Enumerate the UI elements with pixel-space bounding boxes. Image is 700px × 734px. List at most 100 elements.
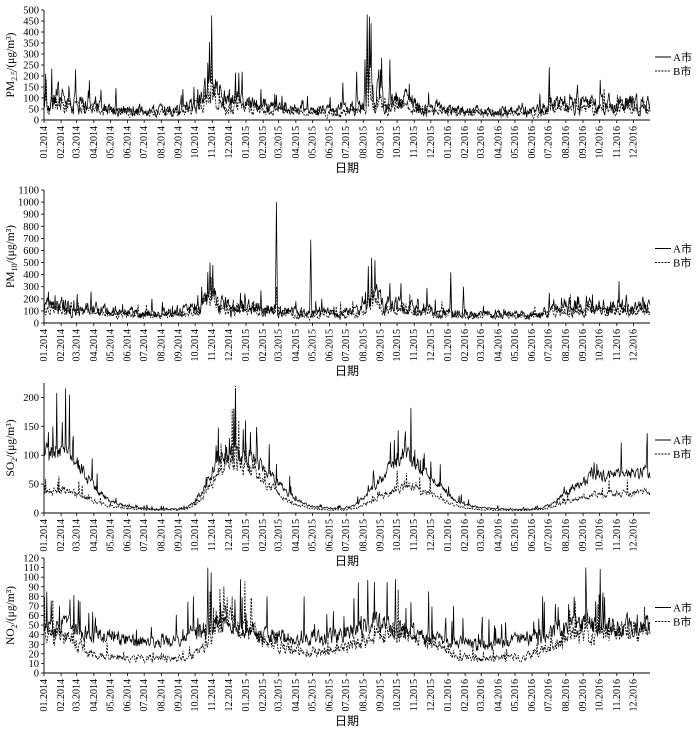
y-tick-label: 300 [23,282,39,293]
x-tick-label: 11.2015 [409,329,420,361]
x-tick-label: 09.2016 [578,679,589,712]
x-tick-label: 08.2015 [358,329,369,362]
y-tick-label: 150 [23,83,39,94]
x-tick-label: 07.2015 [341,126,352,159]
x-tick-label: 06.2016 [527,329,538,362]
x-tick-label: 12.2016 [628,519,639,552]
x-tick-label: 08.2014 [156,126,167,159]
y-tick-label: 90 [29,582,40,593]
x-tick-label: 05.2015 [307,126,318,159]
y-axis-title-main: PM [5,81,17,98]
y-axis-title-main: PM [5,271,17,288]
x-tick-label: 08.2014 [156,519,167,552]
x-tick-label: 04.2015 [291,329,302,362]
legend-label-b: B市 [673,64,691,78]
y-axis-title-unit: /(μg/m³) [5,419,17,458]
x-tick-label: 03.2014 [72,519,83,552]
x-tick-label: 07.2016 [544,126,555,159]
y-tick-label: 50 [29,480,40,491]
x-tick-label: 12.2016 [628,126,639,159]
x-tick-label: 06.2014 [123,329,134,362]
x-tick-label: 08.2015 [358,126,369,159]
x-tick-label: 05.2015 [307,679,318,712]
x-tick-label: 05.2014 [105,126,116,159]
y-axis-title-main: NO [5,628,17,645]
series-line-b [43,385,651,512]
x-tick-label: 02.2015 [258,679,269,712]
x-tick-label: 03.2016 [476,519,487,552]
x-tick-label: 03.2015 [274,519,285,552]
y-tick-label: 80 [29,592,40,603]
y-axis-title: SO2/(μg/m³) [5,419,19,476]
x-tick-label: 08.2016 [561,329,572,362]
x-tick-label: 11.2015 [409,679,420,711]
x-tick-label: 08.2015 [358,679,369,712]
x-tick-label: 08.2015 [358,519,369,552]
y-axis-title: NO2/(μg/m³) [5,586,19,645]
x-tick-label: 11.2016 [612,126,623,158]
x-tick-label: 03.2014 [72,126,83,159]
y-tick-label: 30 [29,640,40,651]
y-tick-label: 600 [23,246,39,257]
legend-label-a: A市 [673,433,692,447]
x-tick-label: 09.2014 [173,329,184,362]
x-tick-label: 04.2015 [291,679,302,712]
y-tick-label: 200 [23,72,39,83]
x-tick-label: 07.2015 [341,679,352,712]
x-tick-label: 09.2015 [375,679,386,712]
chart-panel-so2: 0 50 100 150 200 01.2014 02.2014 03.2014 04.2014… [5,383,692,568]
y-tick-label: 100 [23,573,39,584]
x-tick-label: 11.2014 [207,126,218,158]
x-tick-label: 03.2014 [72,679,83,712]
x-tick-label: 10.2014 [190,679,201,712]
y-tick-label: 450 [23,17,39,28]
x-tick-label: 09.2016 [578,329,589,362]
x-tick-label: 07.2014 [139,329,150,362]
y-tick-label: 40 [29,630,40,641]
y-tick-label: 20 [29,649,40,660]
series-line-a [43,567,651,651]
x-tick-label: 11.2015 [409,519,420,551]
x-tick-label: 03.2015 [274,329,285,362]
x-tick-label: 02.2015 [258,519,269,552]
x-tick-label: 04.2016 [493,126,504,159]
y-tick-label: 10 [29,659,40,670]
x-tick-label: 05.2016 [510,519,521,552]
x-tick-label: 12.2015 [426,679,437,712]
x-tick-label: 11.2014 [207,519,218,551]
y-axis-title-main: SO [5,462,17,477]
x-tick-label: 02.2016 [460,679,471,712]
x-tick-label: 03.2015 [274,126,285,159]
x-tick-label: 12.2015 [426,126,437,159]
x-tick-label: 01.2016 [443,329,454,362]
x-tick-label: 10.2016 [595,519,606,552]
y-tick-label: 200 [23,294,39,305]
x-tick-label: 01.2014 [39,329,50,362]
x-tick-label: 01.2015 [241,519,252,552]
y-axis-title-sub: 2.5 [10,71,19,81]
series-line-a [43,202,651,321]
x-tick-label: 03.2016 [476,679,487,712]
x-tick-label: 10.2015 [392,679,403,712]
x-tick-label: 07.2014 [139,126,150,159]
x-tick-label: 03.2016 [476,126,487,159]
x-tick-label: 07.2015 [341,329,352,362]
y-tick-label: 500 [23,258,39,269]
x-tick-label: 12.2016 [628,329,639,362]
x-tick-label: 06.2015 [325,126,336,159]
x-tick-label: 12.2016 [628,679,639,712]
series-line-a [43,388,651,511]
legend-label-b: B市 [673,447,691,461]
y-tick-label: 500 [23,6,39,17]
x-tick-label: 12.2014 [224,126,235,159]
y-tick-label: 400 [23,270,39,281]
x-tick-label: 07.2016 [544,519,555,552]
y-tick-label: 120 [23,554,39,565]
x-axis-title: 日期 [335,364,359,378]
x-tick-label: 04.2014 [89,519,100,552]
x-tick-label: 12.2014 [224,679,235,712]
x-tick-label: 10.2015 [392,126,403,159]
x-tick-label: 09.2016 [578,519,589,552]
x-tick-label: 01.2014 [39,126,50,159]
